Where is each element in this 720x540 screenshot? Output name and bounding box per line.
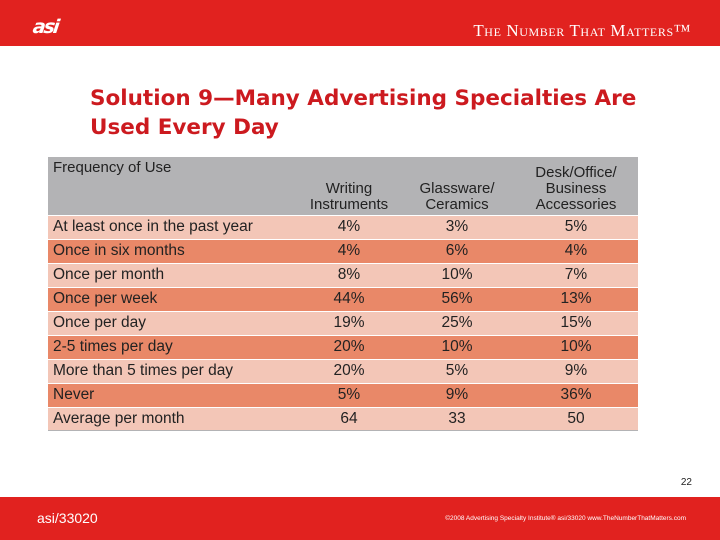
row-label: Once per week [53,290,158,307]
page-number: 22 [680,477,692,488]
footer-bar: asi/33020 ©2008 Advertising Specialty In… [0,497,720,540]
cell-value: 9% [445,386,469,403]
cell-value: 10% [560,338,592,355]
cell-value: 4% [337,218,361,235]
cell-value: 4% [337,242,361,259]
row-label: At least once in the past year [53,218,253,235]
table-row: Once per week 44% 56% 13% [48,287,638,311]
cell-value: 50 [567,409,585,427]
table-row: 2-5 times per day 20% 10% 10% [48,335,638,359]
cell-value: 20% [333,362,365,379]
cell-value: 25% [441,314,473,331]
frequency-table: Frequency of Use Writing Instruments Glas… [48,157,638,431]
cell-value: 10% [441,338,473,355]
cell-value: 44% [333,290,365,307]
cell-value: 5% [445,362,469,379]
cell-value: 5% [337,386,361,403]
cell-value: 36% [560,386,592,403]
cell-value: 4% [564,242,588,259]
table-row: Once per month 8% 10% 7% [48,263,638,287]
cell-value: 15% [560,314,592,331]
slide-title: Solution 9—Many Advertising Specialties … [90,86,637,140]
table-row: Once per day 19% 25% 15% [48,311,638,335]
asi-logo: asi [31,16,60,38]
table-row: Never 5% 9% 36% [48,383,638,407]
footer-copyright: ©2008 Advertising Specialty Institute® a… [445,515,686,522]
row-label: 2-5 times per day [53,338,173,355]
table-row: Average per month 64 33 50 [48,407,638,430]
row-label: Never [53,386,95,403]
row-label: More than 5 times per day [53,362,234,379]
cell-value: 33 [448,409,466,427]
table-row: More than 5 times per day 20% 5% 9% [48,359,638,383]
footer-code: asi/33020 [37,510,98,526]
cell-value: 7% [564,266,588,283]
table-row: At least once in the past year 4% 3% 5% [48,215,638,239]
cell-value: 13% [560,290,592,307]
cell-value: 3% [445,218,469,235]
table-row: Once in six months 4% 6% 4% [48,239,638,263]
column-header-desk-office: Desk/Office/Business Accessories [535,163,617,213]
row-label: Once in six months [53,242,185,259]
cell-value: 6% [445,242,469,259]
cell-value: 5% [564,218,588,235]
header-bar: asi The Number That Matters™ [0,0,720,46]
corner-label: Frequency of Use [53,159,172,176]
tagline: The Number That Matters™ [473,21,691,40]
row-label: Average per month [53,409,185,427]
row-label: Once per day [53,314,147,331]
cell-value: 10% [441,266,473,283]
column-header-writing-instruments: Writing Instruments [309,179,389,213]
row-label: Once per month [53,266,165,283]
cell-value: 64 [340,409,358,427]
cell-value: 19% [333,314,365,331]
cell-value: 20% [333,338,365,355]
table-header-row: Frequency of Use Writing Instruments Glas… [48,157,638,215]
cell-value: 8% [337,266,361,283]
cell-value: 9% [564,362,588,379]
cell-value: 56% [441,290,473,307]
column-header-glassware-ceramics: Glassware/Ceramics [419,179,495,213]
